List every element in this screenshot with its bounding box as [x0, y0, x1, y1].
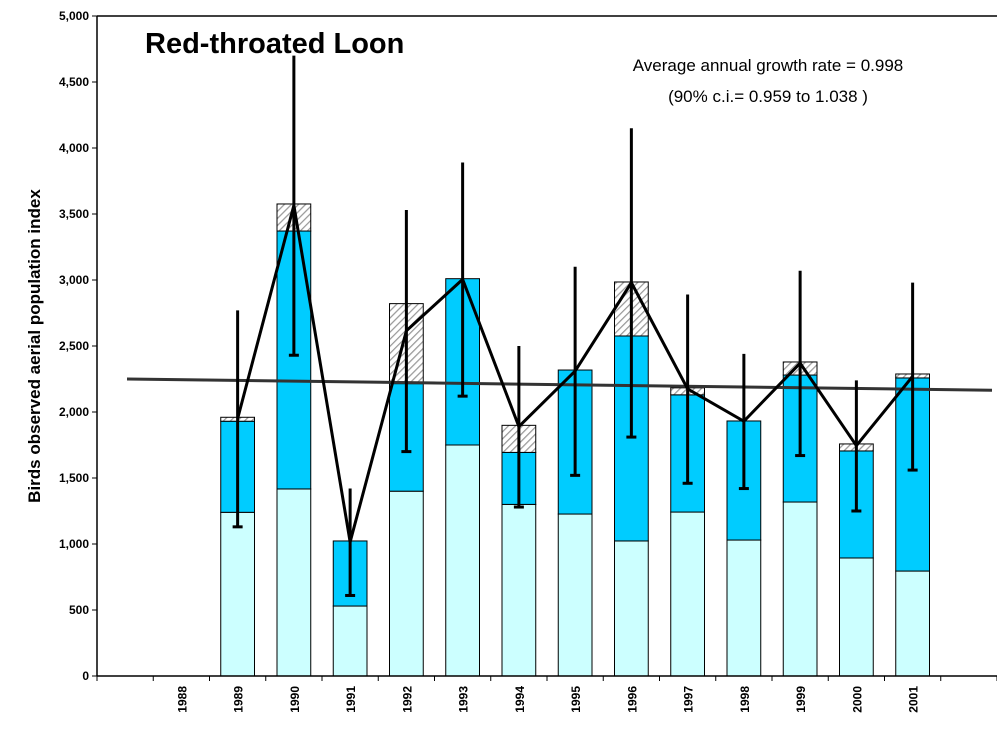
error-bar [345, 488, 356, 597]
y-tick-label: 3,000 [59, 273, 89, 287]
x-tick-label: 2001 [907, 686, 921, 713]
bar-segment [220, 511, 255, 677]
y-tick-label: 500 [69, 603, 89, 617]
bar-segment [276, 488, 312, 677]
error-bar [907, 282, 918, 472]
bar-segment [501, 503, 537, 677]
annotation: Average annual growth rate = 0.998 [633, 56, 903, 75]
x-tick-label: 1995 [569, 686, 583, 713]
x-tick-label: 1996 [625, 686, 639, 713]
error-bar [851, 380, 862, 513]
error-bar [457, 162, 468, 398]
y-axis-label: Birds observed aerial population index [25, 189, 44, 503]
bar-segment [557, 513, 593, 677]
error-bar [626, 128, 637, 439]
bar-segment [332, 605, 368, 677]
bar-segment [839, 557, 874, 677]
y-tick-label: 1,000 [59, 537, 89, 551]
y-tick-label: 1,500 [59, 471, 89, 485]
bar-segment [782, 501, 818, 677]
x-tick-label: 1991 [344, 686, 358, 713]
x-tick-label: 1988 [175, 686, 189, 713]
x-tick-label: 1999 [794, 686, 808, 713]
x-tick-label: 2000 [850, 686, 864, 713]
y-tick-label: 0 [82, 669, 89, 683]
x-tick-label: 1990 [288, 686, 302, 713]
bar-segment [389, 490, 424, 677]
chart-title: Red-throated Loon [145, 28, 404, 60]
x-tick-label: 1998 [738, 686, 752, 713]
bar-segment [445, 444, 480, 677]
y-tick-label: 3,500 [59, 207, 89, 221]
x-tick-label: 1992 [400, 686, 414, 713]
error-bar [288, 55, 299, 357]
bar-segment [614, 540, 649, 677]
y-tick-label: 4,000 [59, 141, 89, 155]
error-bar [795, 270, 806, 458]
x-tick-label: 1997 [682, 686, 696, 713]
annotation: (90% c.i.= 0.959 to 1.038 ) [668, 87, 868, 106]
error-bar [738, 353, 749, 491]
y-tick-label: 4,500 [59, 75, 89, 89]
y-tick-label: 2,500 [59, 339, 89, 353]
y-tick-label: 2,000 [59, 405, 89, 419]
y-tick-label: 5,000 [59, 9, 89, 23]
error-bar [232, 310, 243, 529]
x-tick-label: 1993 [457, 686, 471, 713]
bar-segment [895, 570, 930, 677]
bar-segment [726, 539, 762, 677]
error-bar [682, 294, 693, 485]
error-bar [570, 266, 581, 477]
bar-segment [670, 511, 705, 677]
error-bar [401, 210, 412, 454]
x-tick-label: 1989 [232, 686, 246, 713]
x-tick-label: 1994 [513, 686, 527, 713]
error-bar [513, 346, 524, 509]
